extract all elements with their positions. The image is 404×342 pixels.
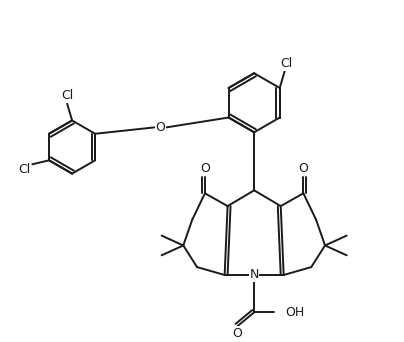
Text: N: N [250,268,259,281]
Text: O: O [200,162,210,175]
Text: O: O [299,162,308,175]
Text: O: O [232,327,242,340]
Text: OH: OH [286,306,305,319]
Text: Cl: Cl [280,57,293,70]
Text: Cl: Cl [61,89,73,102]
Text: O: O [156,121,166,134]
Text: Cl: Cl [18,163,31,176]
